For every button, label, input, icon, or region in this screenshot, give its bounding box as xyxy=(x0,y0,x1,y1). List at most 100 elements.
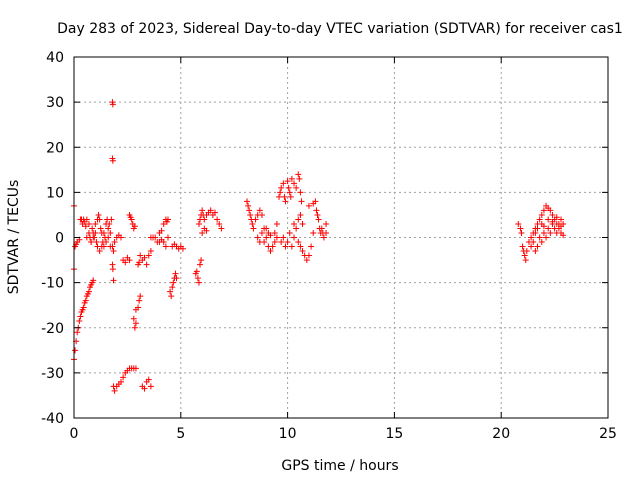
data-point xyxy=(519,243,526,250)
x-tick-label: 0 xyxy=(70,426,79,442)
data-point xyxy=(280,180,287,187)
data-point xyxy=(137,293,144,300)
y-tick-label: -40 xyxy=(41,411,64,427)
x-axis-label: GPS time / hours xyxy=(281,458,398,474)
data-point xyxy=(245,202,252,209)
x-tick-label: 10 xyxy=(279,426,297,442)
data-point xyxy=(560,232,567,239)
y-tick-label: 40 xyxy=(46,50,64,66)
data-points-layer xyxy=(71,99,567,394)
data-point xyxy=(77,313,84,320)
data-point xyxy=(164,234,171,241)
data-point xyxy=(74,329,81,336)
data-point xyxy=(323,229,330,236)
y-tick-label: 10 xyxy=(46,185,64,201)
data-point xyxy=(106,220,113,227)
data-point xyxy=(267,232,274,239)
data-point xyxy=(288,243,295,250)
data-point xyxy=(282,243,289,250)
data-point xyxy=(244,198,251,205)
data-point xyxy=(536,216,543,223)
data-point xyxy=(285,184,292,191)
data-point xyxy=(549,211,556,218)
data-point xyxy=(168,293,175,300)
data-point xyxy=(291,220,298,227)
data-point xyxy=(160,239,167,246)
y-tick-label: -30 xyxy=(41,366,64,382)
data-point xyxy=(110,248,117,255)
data-point xyxy=(120,374,127,381)
data-point xyxy=(273,220,280,227)
data-point xyxy=(158,227,165,234)
data-point xyxy=(249,220,256,227)
data-point xyxy=(534,243,541,250)
data-point xyxy=(313,207,320,214)
data-point xyxy=(553,214,560,221)
data-point xyxy=(532,229,539,236)
data-point xyxy=(522,257,529,264)
data-point xyxy=(132,320,139,327)
data-point xyxy=(195,220,202,227)
data-point xyxy=(305,202,312,209)
data-point xyxy=(197,261,204,268)
data-point xyxy=(145,376,152,383)
data-point xyxy=(547,207,554,214)
data-point xyxy=(89,225,96,232)
data-point xyxy=(137,252,144,259)
data-point xyxy=(291,180,298,187)
data-point xyxy=(518,229,525,236)
data-point xyxy=(147,248,154,255)
data-point xyxy=(277,189,284,196)
data-point xyxy=(545,225,552,232)
data-point xyxy=(315,216,322,223)
data-point xyxy=(261,239,268,246)
data-point xyxy=(540,207,547,214)
data-point xyxy=(109,266,116,273)
data-point xyxy=(303,257,310,264)
data-point xyxy=(280,234,287,241)
data-point xyxy=(296,175,303,182)
data-point xyxy=(111,239,118,246)
data-point xyxy=(131,324,138,331)
data-point xyxy=(288,175,295,182)
data-point xyxy=(299,248,306,255)
y-tick-label: -20 xyxy=(41,321,64,337)
data-point xyxy=(254,234,261,241)
data-point xyxy=(517,225,524,232)
data-point xyxy=(545,216,552,223)
data-point xyxy=(92,220,99,227)
data-point xyxy=(167,288,174,295)
data-point xyxy=(216,220,223,227)
x-tick-label: 20 xyxy=(492,426,510,442)
data-point xyxy=(528,243,535,250)
data-point xyxy=(256,207,263,214)
y-axis-label: SDTVAR / TECUs xyxy=(6,180,22,295)
data-point xyxy=(538,211,545,218)
data-point xyxy=(286,189,293,196)
data-point xyxy=(198,257,205,264)
data-point xyxy=(530,239,537,246)
data-point xyxy=(83,216,90,223)
data-point xyxy=(536,234,543,241)
data-point xyxy=(214,216,221,223)
data-point xyxy=(538,239,545,246)
data-point xyxy=(135,304,142,311)
data-point xyxy=(218,225,225,232)
data-point xyxy=(131,223,138,230)
data-point xyxy=(286,229,293,236)
data-point xyxy=(295,171,302,178)
data-point xyxy=(162,243,169,250)
data-point xyxy=(252,216,259,223)
data-point xyxy=(179,245,186,252)
data-point xyxy=(83,234,90,241)
data-point xyxy=(132,365,139,372)
data-point xyxy=(96,248,103,255)
data-point xyxy=(76,317,83,324)
data-point xyxy=(100,229,107,236)
data-point xyxy=(164,216,171,223)
data-point xyxy=(305,252,312,259)
data-point xyxy=(287,193,294,200)
data-point xyxy=(293,225,300,232)
data-point xyxy=(276,193,283,200)
data-point xyxy=(278,184,285,191)
